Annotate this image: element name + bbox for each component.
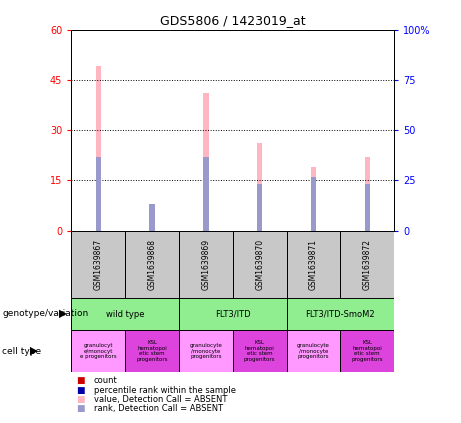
Text: FLT3/ITD: FLT3/ITD: [215, 310, 251, 319]
Text: percentile rank within the sample: percentile rank within the sample: [94, 385, 236, 395]
Text: GSM1639870: GSM1639870: [255, 239, 264, 290]
Text: granulocyte
/monocyte
progenitors: granulocyte /monocyte progenitors: [189, 343, 222, 360]
Text: ■: ■: [76, 395, 84, 404]
Bar: [365, 184, 370, 231]
Text: KSL
hematopoi
etic stem
progenitors: KSL hematopoi etic stem progenitors: [244, 340, 275, 362]
Bar: [179, 298, 287, 330]
Bar: [96, 157, 101, 231]
Bar: [287, 231, 340, 298]
Text: KSL
hematopoi
etic stem
progenitors: KSL hematopoi etic stem progenitors: [136, 340, 168, 362]
Bar: [149, 204, 155, 231]
Text: ■: ■: [76, 385, 84, 395]
Bar: [257, 184, 262, 231]
Polygon shape: [30, 347, 38, 355]
Text: wild type: wild type: [106, 310, 144, 319]
Bar: [71, 330, 125, 372]
Bar: [71, 231, 125, 298]
Bar: [71, 298, 179, 330]
Bar: [311, 177, 316, 231]
Text: KSL
hematopoi
etic stem
progenitors: KSL hematopoi etic stem progenitors: [352, 340, 383, 362]
Text: GSM1639871: GSM1639871: [309, 239, 318, 290]
Text: granulocyt
e/monocyt
e progenitors: granulocyt e/monocyt e progenitors: [80, 343, 117, 360]
Bar: [340, 231, 394, 298]
Text: ■: ■: [76, 404, 84, 413]
Text: cell type: cell type: [2, 346, 41, 356]
Text: GSM1639872: GSM1639872: [363, 239, 372, 290]
Bar: [257, 143, 262, 231]
Bar: [233, 231, 287, 298]
Bar: [179, 330, 233, 372]
Bar: [125, 330, 179, 372]
Bar: [203, 93, 208, 231]
Bar: [96, 66, 101, 231]
Bar: [125, 231, 179, 298]
Bar: [233, 330, 287, 372]
Bar: [149, 204, 155, 231]
Polygon shape: [59, 310, 67, 318]
Text: GSM1639868: GSM1639868: [148, 239, 157, 290]
Text: GSM1639867: GSM1639867: [94, 239, 103, 290]
Bar: [287, 298, 394, 330]
Text: FLT3/ITD-SmoM2: FLT3/ITD-SmoM2: [306, 310, 375, 319]
Text: GSM1639869: GSM1639869: [201, 239, 210, 290]
Bar: [287, 330, 340, 372]
Title: GDS5806 / 1423019_at: GDS5806 / 1423019_at: [160, 14, 306, 27]
Text: genotype/variation: genotype/variation: [2, 309, 89, 319]
Text: count: count: [94, 376, 118, 385]
Bar: [311, 167, 316, 231]
Text: value, Detection Call = ABSENT: value, Detection Call = ABSENT: [94, 395, 227, 404]
Text: ■: ■: [76, 376, 84, 385]
Bar: [340, 330, 394, 372]
Text: rank, Detection Call = ABSENT: rank, Detection Call = ABSENT: [94, 404, 223, 413]
Text: granulocyte
/monocyte
progenitors: granulocyte /monocyte progenitors: [297, 343, 330, 360]
Bar: [365, 157, 370, 231]
Bar: [179, 231, 233, 298]
Bar: [203, 157, 208, 231]
